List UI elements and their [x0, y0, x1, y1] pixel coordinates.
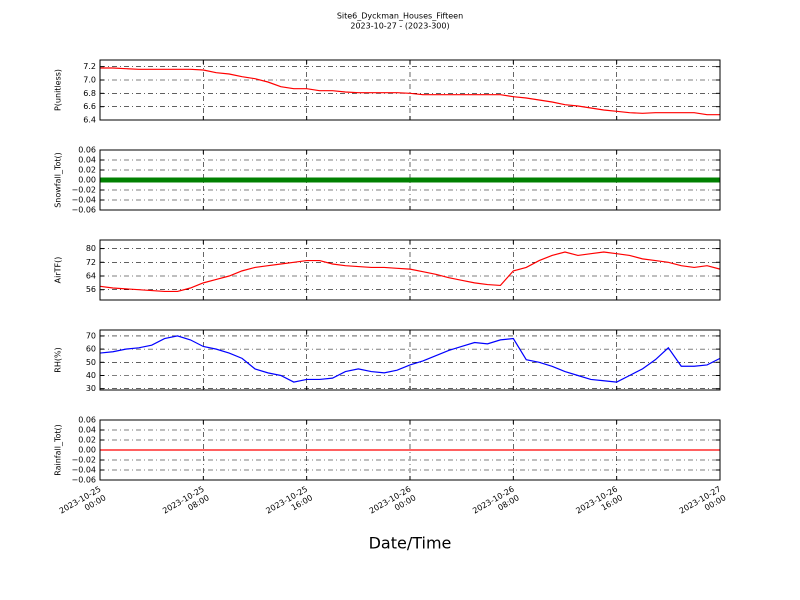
- y-tick-label: −0.02: [71, 456, 96, 465]
- y-axis-label: P(unitless): [54, 69, 63, 111]
- y-tick-label: 6.8: [83, 89, 96, 98]
- y-axis-label: Snowfall_Tot(): [54, 152, 63, 208]
- y-tick-label: 72: [86, 258, 96, 267]
- chart-subtitle: 2023-10-27 - (2023-300): [350, 22, 449, 31]
- axes-frame: [99, 419, 721, 481]
- y-tick-label: 60: [86, 345, 96, 354]
- data-line: [99, 335, 721, 383]
- y-tick-label: 0.04: [78, 156, 96, 165]
- y-tick-label: −0.06: [71, 206, 96, 215]
- y-tick-label: 0.06: [78, 146, 96, 155]
- y-tick-label: 56: [86, 285, 96, 294]
- y-axis-label: RH(%): [54, 347, 63, 372]
- y-tick-label: 80: [86, 244, 96, 253]
- data-line: [100, 67, 720, 116]
- axes-frame: [99, 329, 721, 391]
- y-tick-label: −0.04: [71, 196, 96, 205]
- y-tick-label: 0.06: [78, 416, 96, 425]
- y-tick-label: 40: [86, 371, 96, 380]
- y-tick-label: 70: [86, 331, 96, 340]
- y-tick-label: 7.2: [83, 62, 96, 71]
- y-tick-label: −0.02: [71, 186, 96, 195]
- y-tick-label: 50: [86, 358, 96, 367]
- y-axis-label: Rainfall_Tot(): [54, 424, 63, 476]
- y-tick-label: −0.04: [71, 466, 96, 475]
- y-tick-label: 0.00: [78, 176, 96, 185]
- axes-frame: [99, 239, 721, 301]
- axes-frame: [99, 149, 721, 211]
- y-tick-label: 6.6: [83, 102, 96, 111]
- axes-frame: [99, 59, 721, 121]
- x-axis-label: Date/Time: [369, 534, 452, 553]
- y-tick-label: 64: [86, 272, 96, 281]
- y-tick-label: 6.4: [83, 116, 96, 125]
- chart-title: Site6_Dyckman_Houses_Fifteen: [337, 12, 463, 21]
- y-tick-label: 0.04: [78, 426, 96, 435]
- y-tick-label: 0.02: [78, 436, 96, 445]
- data-line: [99, 251, 721, 293]
- y-axis-label: AirTF(): [54, 257, 63, 284]
- y-tick-label: 0.02: [78, 166, 96, 175]
- y-tick-label: 7.0: [83, 76, 96, 85]
- y-tick-label: −0.06: [71, 476, 96, 485]
- y-tick-label: 0.00: [78, 446, 96, 455]
- y-tick-label: 30: [86, 384, 96, 393]
